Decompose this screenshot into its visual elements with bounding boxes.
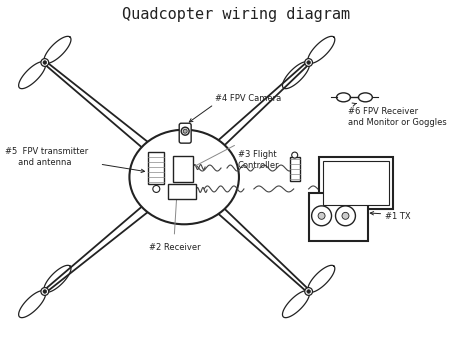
Bar (290, 157, 300, 181)
FancyBboxPatch shape (179, 123, 191, 143)
Bar (173, 156, 193, 182)
Circle shape (318, 212, 325, 219)
Circle shape (305, 288, 312, 295)
Text: Quadcopter wiring diagram: Quadcopter wiring diagram (122, 7, 350, 22)
Text: #2 Receiver: #2 Receiver (149, 243, 201, 252)
Text: #3 Flight
Controller: #3 Flight Controller (238, 150, 280, 170)
Circle shape (43, 61, 46, 64)
Text: #1 TX: #1 TX (385, 212, 411, 221)
Circle shape (307, 290, 310, 293)
Text: #5  FPV transmitter
     and antenna: #5 FPV transmitter and antenna (5, 147, 88, 167)
Bar (148, 152, 164, 184)
Bar (323, 161, 389, 205)
Circle shape (307, 61, 310, 64)
Bar (319, 157, 393, 209)
Circle shape (183, 129, 187, 133)
Circle shape (153, 186, 160, 193)
Text: #4 FPV Camera: #4 FPV Camera (215, 94, 281, 103)
Circle shape (181, 127, 189, 135)
Circle shape (41, 288, 49, 295)
Circle shape (342, 212, 349, 219)
Circle shape (43, 290, 46, 293)
Bar (309, 193, 368, 241)
Circle shape (41, 59, 49, 67)
Bar (168, 184, 196, 199)
Text: #6 FPV Receiver
and Monitor or Goggles: #6 FPV Receiver and Monitor or Goggles (348, 107, 447, 127)
Circle shape (305, 59, 312, 67)
Ellipse shape (129, 130, 239, 224)
Circle shape (292, 152, 298, 158)
